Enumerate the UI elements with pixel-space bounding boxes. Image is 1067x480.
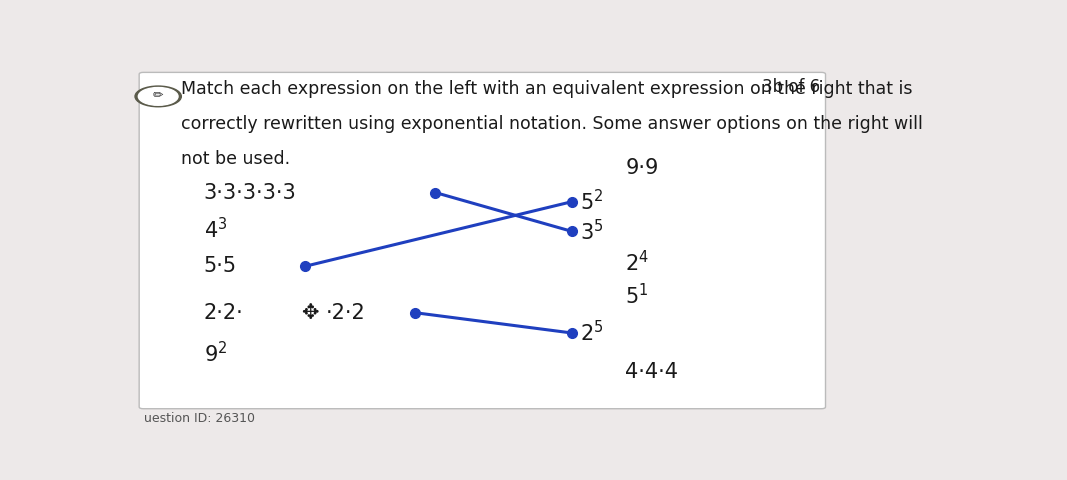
- Text: $3^{5}$: $3^{5}$: [580, 219, 604, 244]
- Text: 2·2·: 2·2·: [204, 302, 243, 323]
- Circle shape: [139, 87, 178, 105]
- Text: ·2·2: ·2·2: [327, 302, 366, 323]
- Text: 3·3·3·3·3: 3·3·3·3·3: [204, 182, 297, 203]
- FancyBboxPatch shape: [139, 72, 826, 409]
- Text: 4·4·4: 4·4·4: [625, 362, 679, 382]
- Text: 3b of 6: 3b of 6: [762, 78, 819, 96]
- Text: $5^{2}$: $5^{2}$: [580, 189, 603, 215]
- Circle shape: [136, 86, 181, 107]
- Text: Match each expression on the left with an equivalent expression on the right tha: Match each expression on the left with a…: [181, 80, 913, 98]
- Text: 9·9: 9·9: [625, 158, 658, 179]
- Text: not be used.: not be used.: [181, 150, 290, 168]
- Text: ✥: ✥: [301, 302, 319, 323]
- Text: $9^{2}$: $9^{2}$: [204, 341, 227, 366]
- Text: $2^{4}$: $2^{4}$: [625, 250, 650, 276]
- Text: 5·5: 5·5: [204, 256, 237, 276]
- Text: $5^{1}$: $5^{1}$: [625, 283, 649, 309]
- Text: $2^{5}$: $2^{5}$: [580, 320, 604, 346]
- Text: $4^{3}$: $4^{3}$: [204, 217, 227, 242]
- Text: correctly rewritten using exponential notation. Some answer options on the right: correctly rewritten using exponential no…: [181, 115, 923, 133]
- Text: uestion ID: 26310: uestion ID: 26310: [144, 412, 255, 425]
- Text: ✏: ✏: [153, 90, 163, 103]
